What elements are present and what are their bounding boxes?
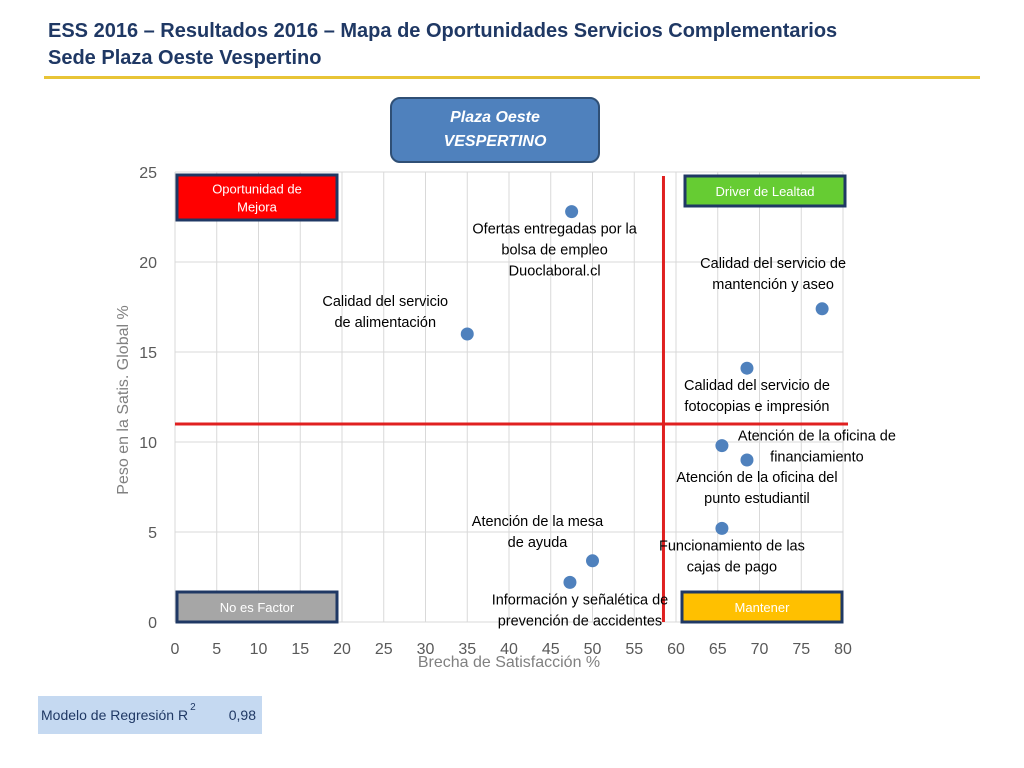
badge-line-1: Plaza Oeste: [450, 109, 540, 126]
y-tick-label: 10: [139, 435, 157, 452]
title-line-2: Sede Plaza Oeste Vespertino: [48, 47, 322, 69]
quadrant-label-top-right: Driver de Lealtad: [716, 184, 815, 199]
quadrant-box-bottom-left: [175, 590, 339, 624]
data-point: [815, 302, 829, 316]
campus-badge: Plaza Oeste VESPERTINO: [390, 97, 600, 163]
quadrant-label-bottom-left: No es Factor: [220, 600, 295, 615]
y-tick-label: 5: [148, 525, 157, 542]
data-point-label: Calidad del servicio de fotocopias e impr…: [684, 378, 830, 415]
x-tick-label: 5: [212, 641, 221, 658]
x-tick-label: 35: [458, 641, 476, 658]
data-point-label: Calidad del servicio de mantención y aseo: [700, 256, 846, 293]
x-tick-label: 30: [417, 641, 435, 658]
quadrant-label-bottom-right: Mantener: [735, 600, 791, 615]
x-tick-label: 50: [584, 641, 602, 658]
data-point-label: Atención de la mesa de ayuda: [472, 514, 604, 551]
data-point: [715, 439, 729, 453]
regression-label: Modelo de Regresión R: [41, 707, 189, 723]
data-point-label: Calidad del servicio de alimentación: [322, 294, 448, 331]
y-tick-label: 15: [139, 345, 157, 362]
x-tick-label: 20: [333, 641, 351, 658]
data-point-label: Información y señalética de prevención de…: [492, 592, 669, 629]
x-tick-label: 75: [792, 641, 810, 658]
title-underline: [44, 76, 980, 79]
x-tick-label: 25: [375, 641, 393, 658]
x-tick-label: 55: [625, 641, 643, 658]
x-tick-label: 80: [834, 641, 852, 658]
regression-box: Modelo de Regresión R 2 0,98: [38, 696, 262, 734]
data-point: [565, 205, 579, 219]
slide-title: ESS 2016 – Resultados 2016 – Mapa de Opo…: [48, 18, 837, 72]
y-axis-title: Peso en la Satis. Global %: [115, 305, 132, 494]
regression-superscript: 2: [190, 701, 196, 713]
data-point: [740, 361, 754, 375]
data-point: [715, 521, 729, 535]
x-tick-label: 65: [709, 641, 727, 658]
data-point-label: Atención de la oficina del punto estudian…: [676, 470, 837, 507]
data-point: [586, 554, 599, 568]
x-tick-label: 0: [171, 641, 180, 658]
quadrant-box-top-left: [175, 173, 339, 222]
data-point-label: Funcionamiento de las cajas de pago: [659, 538, 805, 575]
x-tick-label: 40: [500, 641, 518, 658]
quadrant-label-top-left: Oportunidad de Mejora: [212, 182, 302, 215]
badge-line-2: VESPERTINO: [443, 133, 547, 150]
x-tick-label: 60: [667, 641, 685, 658]
y-tick-label: 0: [148, 615, 157, 632]
y-tick-label: 20: [139, 255, 157, 272]
x-axis-title: Brecha de Satisfacción %: [418, 654, 600, 671]
x-tick-label: 45: [542, 641, 560, 658]
quadrant-box-bottom-right: [680, 590, 844, 624]
y-tick-label: 25: [139, 165, 157, 182]
quadrant-box-top-right: [683, 174, 847, 208]
data-point-label: Atención de la oficina de financiamiento: [738, 429, 896, 466]
x-tick-label: 10: [250, 641, 268, 658]
data-point: [563, 575, 577, 589]
x-tick-label: 15: [291, 641, 309, 658]
regression-value: 0,98: [228, 707, 256, 723]
data-point: [740, 453, 754, 467]
title-line-1: ESS 2016 – Resultados 2016 – Mapa de Opo…: [48, 20, 838, 42]
x-tick-label: 70: [751, 641, 769, 658]
data-point-label: Ofertas entregadas por la bolsa de empleo…: [472, 222, 637, 280]
data-point: [460, 327, 474, 341]
